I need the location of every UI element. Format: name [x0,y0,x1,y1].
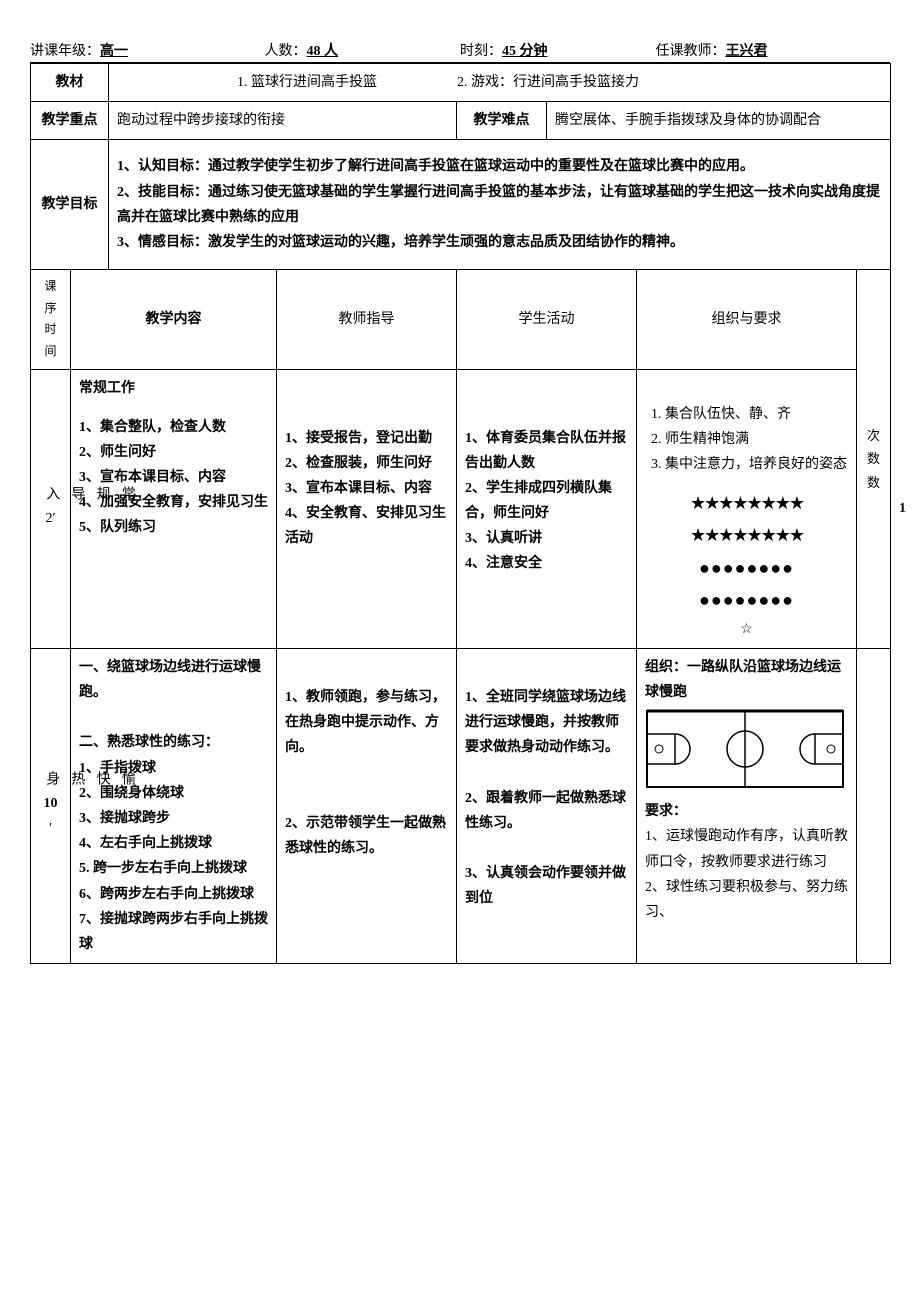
materials-row: 教材 1. 篮球行进间高手投篮 2. 游戏：行进间高手投篮接力 [31,64,891,102]
lesson-row-warmup: 愉快热身 10 ′ 一、绕篮球场边线进行运球慢跑。 二、熟悉球性的练习： 1、手… [31,648,891,963]
row2-teacher: 1、教师领跑，参与练习，在热身跑中提示动作、方向。 2、示范带领学生一起做熟悉球… [277,648,457,963]
col-times-text: 次数 [867,428,880,466]
row2-content-text: 一、绕篮球场边线进行运球慢跑。 二、熟悉球性的练习： 1、手指拨球 2、围绕身体… [79,655,268,957]
difficulty-value: 腾空展体、手腕手指拨球及身体的协调配合 [547,102,891,140]
materials-content: 1. 篮球行进间高手投篮 2. 游戏：行进间高手投篮接力 [109,64,891,102]
focus-value: 跑动过程中跨步接球的衔接 [109,102,457,140]
basketball-court-icon [645,709,845,789]
goals-content: 1、认知目标：通过教学使学生初步了解行进间高手投篮在篮球运动中的重要性及在篮球比… [109,140,891,270]
teacher-value: 王兴君 [725,40,767,60]
row2-times [857,648,891,963]
row2-student-text: 1、全班同学绕篮球场边线进行运球慢跑，并按教师要求做热身动动作练习。 2、跟着教… [465,685,628,912]
row2-teacher-text: 1、教师领跑，参与练习，在热身跑中提示动作、方向。 2、示范带领学生一起做熟悉球… [285,685,448,861]
goal-2: 2、技能目标：通过练习使无篮球基础的学生掌握行进间高手投篮的基本步法，让有篮球基… [117,180,882,230]
col-student: 学生活动 [457,270,637,369]
row1-teacher-items: 1、接受报告，登记出勤 2、检查服装，师生问好 3、宣布本课目标、内容 4、安全… [285,426,448,552]
table-header-row: 课序时间 教学内容 教师指导 学生活动 组织与要求 次数数 [31,270,891,369]
row1-req-3: 集中注意力，培养良好的姿态 [665,452,848,477]
col-times: 次数数 [857,270,891,649]
count-value: 48 人 [307,40,339,60]
focus-label: 教学重点 [31,102,109,140]
col-content: 教学内容 [71,270,277,369]
materials-label: 教材 [31,64,109,102]
material-item-2: 2. 游戏：行进间高手投篮接力 [457,70,639,95]
col-seq: 课序时间 [31,270,71,369]
time-field: 时刻： 45 分钟 [460,40,655,60]
time-label: 时刻： [460,40,502,60]
row2-req-2: 2、球性练习要积极参与、努力练习、 [645,875,848,925]
grade-field: 讲课年级： 高一 [30,40,265,60]
row1-seq: 常规导入 2′ [31,369,71,648]
formation-stars-2: ★★★★★★★★ [645,519,848,551]
row2-org-title: 组织：一路纵队沿篮球场边线运球慢跑 [645,655,848,705]
lesson-plan-table: 教材 1. 篮球行进间高手投篮 2. 游戏：行进间高手投篮接力 教学重点 跑动过… [30,63,891,964]
grade-value: 高一 [100,40,128,60]
row2-seq: 愉快热身 10 ′ [31,648,71,963]
keypoints-row: 教学重点 跑动过程中跨步接球的衔接 教学难点 腾空展体、手腕手指拨球及身体的协调… [31,102,891,140]
row2-req-title: 要求： [645,799,848,824]
formation-dots-1: ●●●●●●●● [645,552,848,584]
material-item-1: 1. 篮球行进间高手投篮 [237,70,377,95]
grade-label: 讲课年级： [30,40,100,60]
count-field: 人数： 48 人 [265,40,460,60]
teacher-label: 任课教师： [655,40,725,60]
goal-1: 1、认知目标：通过教学使学生初步了解行进间高手投篮在篮球运动中的重要性及在篮球比… [117,154,882,179]
row1-teacher: 1、接受报告，登记出勤 2、检查服装，师生问好 3、宣布本课目标、内容 4、安全… [277,369,457,648]
col-teacher: 教师指导 [277,270,457,369]
lesson-row-routine: 常规导入 2′ 常规工作 1、集合整队，检查人数 2、师生问好 3、宣布本课目标… [31,369,891,648]
row1-student-items: 1、体育委员集合队伍并报告出勤人数 2、学生排成四列横队集合，师生问好 3、认真… [465,426,628,577]
row1-org: 集合队伍快、静、齐 师生精神饱满 集中注意力，培养良好的姿态 ★★★★★★★★ … [637,369,857,648]
difficulty-label: 教学难点 [457,102,547,140]
count-label: 人数： [265,40,307,60]
formation-dots-2: ●●●●●●●● [645,584,848,616]
row1-content: 常规工作 1、集合整队，检查人数 2、师生问好 3、宣布本课目标、内容 4、加强… [71,369,277,648]
teacher-field: 任课教师： 王兴君 [655,40,890,60]
formation-stars-1: ★★★★★★★★ [645,487,848,519]
goal-3: 3、情感目标：激发学生的对篮球运动的兴趣，培养学生顽强的意志品质及团结协作的精神… [117,230,882,255]
row2-student: 1、全班同学绕篮球场边线进行运球慢跑，并按教师要求做热身动动作练习。 2、跟着教… [457,648,637,963]
time-value: 45 分钟 [502,40,548,60]
row2-org: 组织：一路纵队沿篮球场边线运球慢跑 要求： 1、运球慢跑动作有序，认真听教师口令… [637,648,857,963]
row1-content-items: 1、集合整队，检查人数 2、师生问好 3、宣布本课目标、内容 4、加强安全教育，… [79,415,268,541]
row1-student: 1、体育委员集合队伍并报告出勤人数 2、学生排成四列横队集合，师生问好 3、认真… [457,369,637,648]
col-org: 组织与要求 [637,270,857,369]
goals-label: 教学目标 [31,140,109,270]
row1-content-title: 常规工作 [79,376,268,401]
row2-content: 一、绕篮球场边线进行运球慢跑。 二、熟悉球性的练习： 1、手指拨球 2、围绕身体… [71,648,277,963]
document-header: 讲课年级： 高一 人数： 48 人 时刻： 45 分钟 任课教师： 王兴君 [30,40,890,63]
goals-row: 教学目标 1、认知目标：通过教学使学生初步了解行进间高手投篮在篮球运动中的重要性… [31,140,891,270]
row2-req-1: 1、运球慢跑动作有序，认真听教师口令，按教师要求进行练习 [645,824,848,874]
formation-single-star: ☆ [645,617,848,642]
row1-req-1: 集合队伍快、静、齐 [665,402,848,427]
row1-req-2: 师生精神饱满 [665,427,848,452]
